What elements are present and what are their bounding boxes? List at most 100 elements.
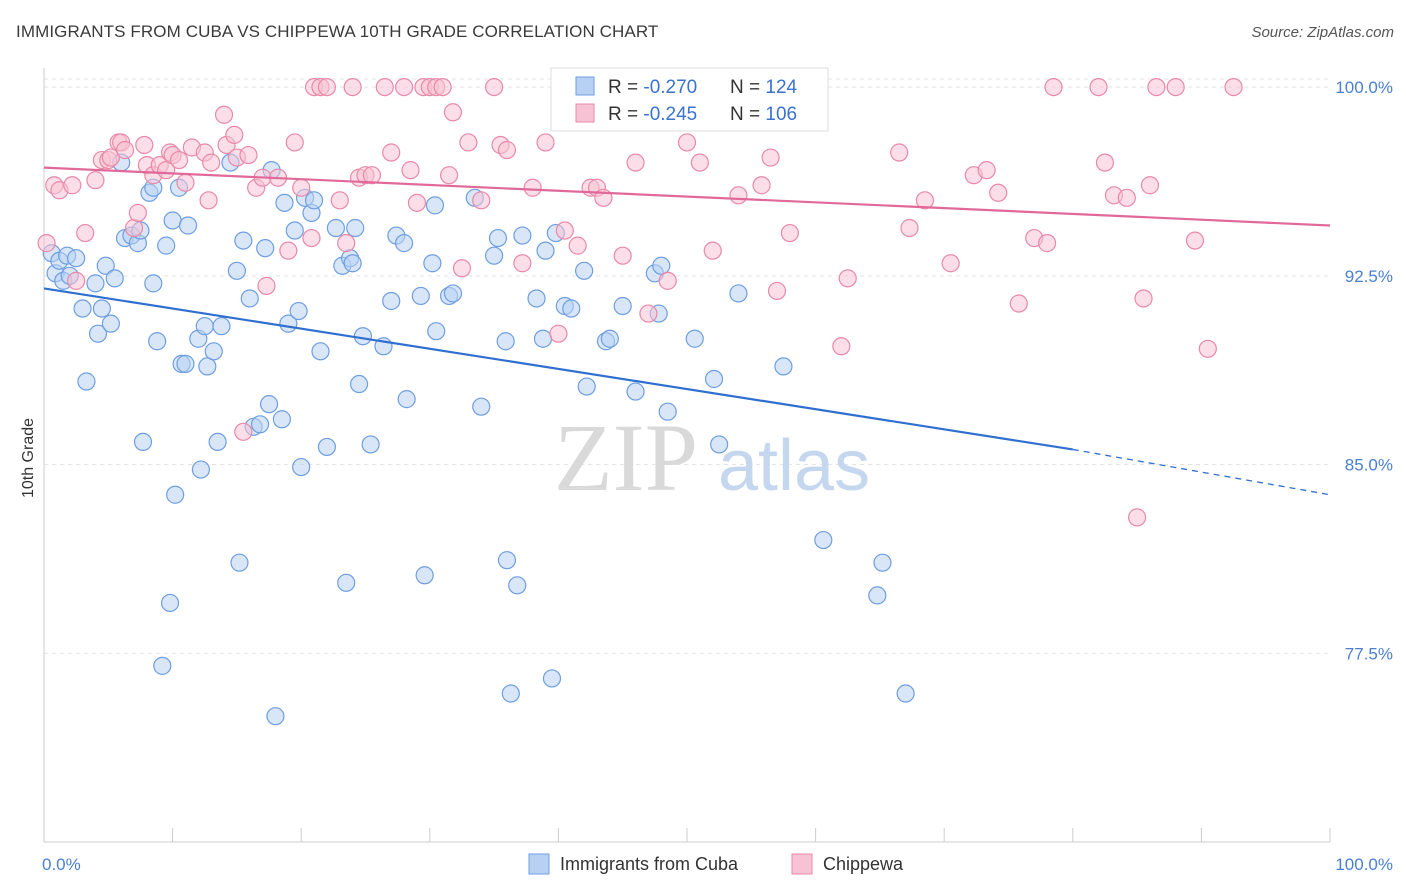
chippewa-point: [890, 143, 909, 162]
cuba-point: [626, 382, 645, 401]
svg-text:R = -0.245: R = -0.245: [608, 104, 697, 125]
cuba-point: [166, 485, 185, 504]
bottom-legend: Immigrants from Cuba Chippewa: [528, 853, 904, 875]
chippewa-point: [1089, 77, 1108, 97]
cuba-point: [533, 329, 553, 348]
chippewa-point: [459, 133, 478, 152]
axes: [43, 68, 1331, 843]
y-tick-label: 85.0%: [1345, 456, 1393, 475]
cuba-point: [208, 432, 227, 452]
cuba-point: [729, 284, 748, 303]
chippewa-point: [752, 176, 771, 195]
cuba-point: [250, 415, 270, 434]
chippewa-point: [568, 236, 587, 255]
cuba-point: [163, 211, 182, 230]
cuba-point: [513, 226, 532, 245]
cuba-point: [536, 241, 555, 260]
chippewa-point: [1185, 231, 1205, 250]
chippewa-point: [433, 77, 452, 97]
chippewa-point: [767, 281, 787, 301]
y-axis-label: 10th Grade: [20, 418, 37, 498]
chippewa-point: [257, 276, 276, 295]
chippewa-point: [729, 186, 748, 205]
chippewa-point: [1095, 153, 1115, 172]
chippewa-point: [941, 254, 960, 273]
chippewa-point: [439, 166, 459, 185]
chippewa-point: [1127, 508, 1147, 527]
x-tick-labels: 0.0% 100.0%: [42, 855, 1393, 874]
cuba-point: [230, 553, 249, 572]
cuba-point: [240, 289, 259, 308]
chippewa-point: [900, 218, 919, 238]
cuba-point: [346, 218, 365, 238]
trend-line: [43, 287, 1073, 451]
chippewa-point: [128, 203, 147, 223]
chippewa-point: [472, 191, 491, 210]
cuba-point: [488, 228, 508, 248]
chippewa-point: [1117, 188, 1136, 207]
cuba-point: [443, 284, 463, 303]
chippewa-point: [658, 271, 677, 290]
cuba-point: [658, 402, 677, 421]
cuba-point: [427, 322, 446, 341]
cuba-point: [256, 239, 275, 258]
cuba-point: [425, 196, 445, 215]
cuba-point: [92, 299, 111, 318]
chippewa-point: [613, 246, 632, 265]
cuba-point: [873, 553, 892, 572]
cuba-point: [160, 593, 180, 613]
cuba-point: [349, 374, 369, 394]
chippewa-point: [452, 259, 472, 278]
cuba-point: [577, 377, 596, 396]
y-tick-label: 77.5%: [1345, 644, 1393, 663]
chippewa-point: [832, 337, 851, 356]
chippewa-point: [115, 140, 135, 160]
chippewa-point: [1166, 77, 1185, 97]
chart-source: Source: ZipAtlas.com: [1251, 24, 1394, 41]
cuba-point: [774, 357, 793, 376]
chippewa-point: [199, 191, 218, 210]
cuba-point: [304, 191, 324, 210]
chippewa-point: [761, 148, 780, 167]
cuba-point: [96, 256, 115, 275]
cuba-point: [337, 573, 356, 592]
cuba-point: [542, 669, 562, 688]
cuba-point: [285, 221, 304, 240]
chippewa-point: [443, 103, 463, 122]
chippewa-point: [101, 148, 120, 167]
bottom-legend-label-cuba: Immigrants from Cuba: [560, 854, 739, 874]
chippewa-point: [343, 77, 362, 97]
cuba-point: [562, 299, 581, 318]
watermark-zip: ZIP: [554, 404, 698, 511]
chippewa-point: [497, 140, 517, 160]
cuba-point: [710, 435, 729, 454]
chippewa-point: [639, 304, 658, 323]
chippewa-point: [1134, 289, 1153, 308]
cuba-point: [292, 457, 311, 477]
bottom-legend-label-chippewa: Chippewa: [823, 854, 904, 874]
chippewa-point: [536, 133, 555, 152]
cuba-point: [613, 296, 632, 316]
chippewa-point: [1037, 234, 1057, 253]
chippewa-point: [63, 176, 82, 195]
chippewa-point: [382, 143, 401, 162]
chippewa-point: [362, 166, 382, 185]
cuba-point: [73, 299, 92, 318]
cuba-point: [415, 566, 434, 585]
cuba-point: [195, 317, 214, 336]
data-points: [37, 77, 1243, 726]
cuba-point: [178, 216, 198, 235]
chippewa-point: [401, 161, 420, 180]
svg-text:N = 124: N = 124: [730, 77, 798, 98]
cuba-point: [394, 234, 414, 253]
legend-r-label: R =: [608, 77, 643, 98]
legend-r-value-cuba: -0.270: [643, 77, 697, 98]
chippewa-point: [555, 221, 574, 240]
chippewa-point: [780, 223, 799, 243]
chippewa-point: [285, 133, 304, 152]
cuba-point: [176, 354, 195, 373]
legend-swatch-cuba: [575, 76, 595, 96]
legend-box: R = -0.270 N = 124 R = -0.245 N = 106: [550, 67, 829, 132]
chippewa-point: [838, 269, 857, 288]
chippewa-point: [234, 422, 253, 441]
